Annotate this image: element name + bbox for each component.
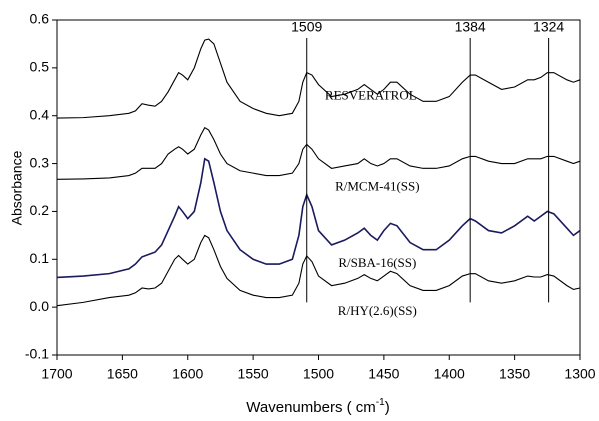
y-tick-label: 0.1	[30, 250, 50, 266]
y-tick-label: -0.1	[25, 346, 49, 362]
peak-label: 1324	[533, 19, 564, 35]
y-tick-label: 0.4	[30, 106, 50, 122]
x-tick-label: 1600	[172, 366, 203, 382]
series-label: R/MCM-41(SS)	[335, 178, 420, 193]
x-tick-label: 1500	[303, 366, 334, 382]
peak-label: 1509	[291, 19, 322, 35]
y-tick-label: 0.5	[30, 59, 50, 75]
x-tick-label: 1300	[564, 366, 595, 382]
x-tick-label: 1450	[368, 366, 399, 382]
x-axis-label-end: )	[385, 399, 390, 416]
y-tick-label: 0.2	[30, 202, 50, 218]
x-axis-label-sup: -1	[376, 397, 385, 408]
x-tick-label: 1550	[238, 366, 269, 382]
y-tick-label: 0.3	[30, 154, 50, 170]
spectrum-line	[56, 126, 581, 180]
y-tick-label: 0.6	[30, 11, 50, 27]
x-tick-label: 1700	[41, 366, 72, 382]
x-tick-label: 1650	[107, 366, 138, 382]
y-axis-label: Absorbance	[9, 150, 25, 225]
spectrum-line	[56, 234, 581, 307]
x-tick-label: 1350	[499, 366, 530, 382]
x-axis-label: Wavenumbers ( cm-1)	[246, 397, 389, 416]
y-tick-label: 0.0	[30, 298, 50, 314]
plot-frame	[56, 19, 581, 356]
series-label: R/HY(2.6)(SS)	[338, 303, 417, 318]
x-tick-label: 1400	[434, 366, 465, 382]
peak-label: 1384	[455, 19, 486, 35]
x-axis-label-text: Wavenumbers ( cm	[246, 399, 375, 416]
spectrum-line	[56, 157, 581, 279]
series-label: R/SBA-16(SS)	[338, 255, 416, 270]
spectrum-line	[56, 38, 581, 119]
series-label: RESVERATROL	[325, 88, 417, 103]
